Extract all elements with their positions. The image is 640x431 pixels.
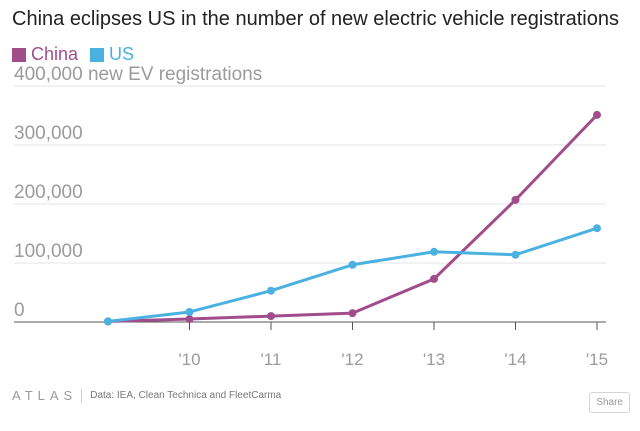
y-tick-label: 300,000: [14, 123, 83, 144]
x-tick-label: '15: [586, 350, 608, 369]
legend-item-china: China: [12, 44, 78, 65]
legend-item-us: US: [90, 44, 134, 65]
x-tick-label: '10: [178, 350, 200, 369]
legend-label-china: China: [31, 44, 79, 64]
atlas-logo[interactable]: ATLAS: [12, 388, 78, 403]
data-point-us: [267, 286, 275, 295]
data-point-china: [430, 274, 438, 283]
x-tick-label: '12: [341, 350, 363, 369]
legend-swatch-us: [90, 47, 105, 62]
data-point-china: [593, 110, 601, 119]
data-point-us: [104, 317, 112, 326]
legend: China US: [12, 44, 146, 65]
chart-title: China eclipses US in the number of new e…: [12, 8, 619, 30]
series-line-china: [107, 113, 599, 323]
data-point-china: [267, 312, 275, 321]
y-tick-label: 200,000: [14, 182, 83, 203]
y-tick-label: 0: [14, 300, 25, 321]
series-line-us: [107, 226, 598, 323]
x-tick-label: '13: [423, 350, 445, 369]
data-point-us: [185, 307, 194, 316]
data-point-us: [348, 260, 357, 269]
data-point-us: [593, 224, 601, 233]
data-point-us: [430, 247, 438, 256]
x-tick-label: '11: [261, 350, 282, 369]
y-axis-top-label: 400,000 new EV registrations: [14, 64, 262, 85]
data-point-china: [348, 309, 357, 318]
source-note: Data: IEA, Clean Technica and FleetCarma: [90, 390, 282, 401]
data-point-china: [185, 315, 194, 324]
footer: ATLAS Data: IEA, Clean Technica and Flee…: [12, 388, 281, 403]
y-tick-label: 100,000: [14, 241, 83, 262]
legend-swatch-china: [12, 47, 26, 62]
data-point-us: [511, 250, 520, 259]
legend-label-us: US: [109, 44, 135, 64]
footer-separator: [81, 388, 83, 403]
data-point-china: [511, 195, 520, 204]
share-button[interactable]: Share: [589, 392, 630, 413]
x-tick-label: '14: [504, 350, 526, 369]
